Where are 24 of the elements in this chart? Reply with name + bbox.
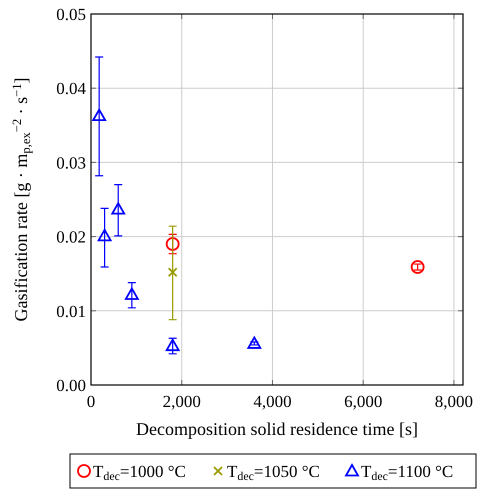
y-tick-label: 0.00 — [56, 376, 86, 395]
x-tick-label: 4,000 — [253, 392, 292, 411]
x-tick-label: 0 — [86, 392, 96, 411]
y-tick-label: 0.05 — [56, 5, 86, 24]
legend-label: T$_{dec}$=1050 °C — [227, 462, 320, 483]
point — [111, 202, 126, 215]
legend-label: T$_{dec}$=1100 °C — [361, 462, 454, 483]
point — [92, 108, 106, 122]
point — [410, 260, 425, 274]
y-tick-label: 0.02 — [56, 228, 86, 247]
y-tick-label: 0.03 — [56, 153, 86, 172]
y-tick-label: 0.04 — [56, 79, 86, 98]
y-tick-label: 0.01 — [56, 302, 86, 321]
point — [166, 237, 180, 251]
point — [166, 338, 180, 352]
legend-label: T$_{dec}$=1000 °C — [93, 462, 186, 483]
point — [124, 288, 139, 300]
x-tick-label: 6,000 — [344, 392, 382, 411]
point — [247, 336, 262, 349]
x-axis-title: Decomposition solid residence time [s] — [136, 419, 418, 439]
point — [168, 267, 178, 278]
x-tick-label: 8,000 — [434, 392, 474, 411]
point — [98, 228, 112, 242]
x-tick-label: 2,000 — [162, 392, 201, 411]
